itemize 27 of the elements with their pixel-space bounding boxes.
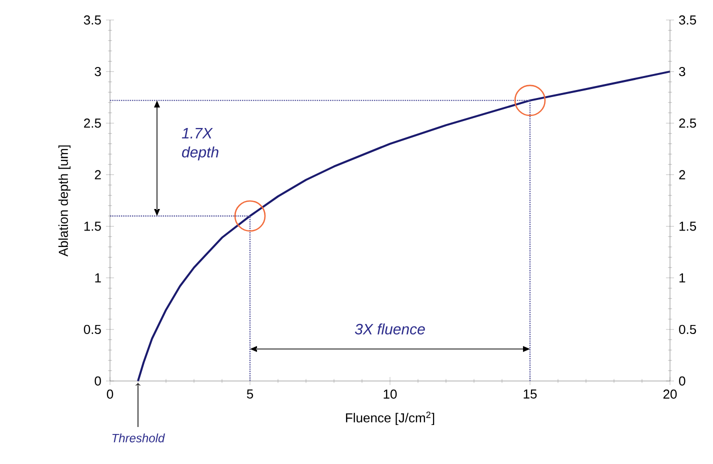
line-series [137, 70, 672, 382]
y2-tick-label: 3 [679, 66, 686, 76]
y2-tick-label: 1 [680, 273, 686, 282]
y-axis-title: Ablation depth [um] [58, 145, 71, 256]
x-tick-label: 10 [384, 390, 397, 399]
y2-tick-label: 0.5 [679, 324, 696, 334]
y2-tick-label: 3.5 [679, 15, 696, 25]
annotation: 1.7X depth [182, 128, 218, 160]
y-tick-label: 1 [95, 273, 101, 282]
x-tick-label: 0 [106, 390, 114, 399]
y2-tick-label: 2 [679, 170, 686, 180]
y2-tick-label: 1.5 [680, 222, 696, 231]
y2-tick-label: 2.5 [679, 118, 696, 128]
y-tick-label: 0 [94, 376, 101, 386]
annotation: Threshold [112, 434, 165, 442]
y2-tick-label: 0 [679, 376, 686, 386]
y-tick-label: 3.5 [84, 15, 101, 25]
x-tick-label: 15 [524, 390, 537, 399]
y-tick-label: 2 [94, 170, 101, 180]
annotation: 3X fluence [354, 323, 425, 334]
x-tick-label: 20 [663, 390, 677, 399]
x-tick-label: 5 [246, 390, 254, 399]
y-tick-label: 3 [94, 66, 101, 76]
x-axis-title: Fluence [J/cm$^{2}$] [346, 412, 434, 426]
y-tick-label: 2.5 [84, 118, 101, 128]
y-tick-label: 1.5 [84, 222, 101, 231]
y-tick-label: 0.5 [84, 324, 101, 334]
